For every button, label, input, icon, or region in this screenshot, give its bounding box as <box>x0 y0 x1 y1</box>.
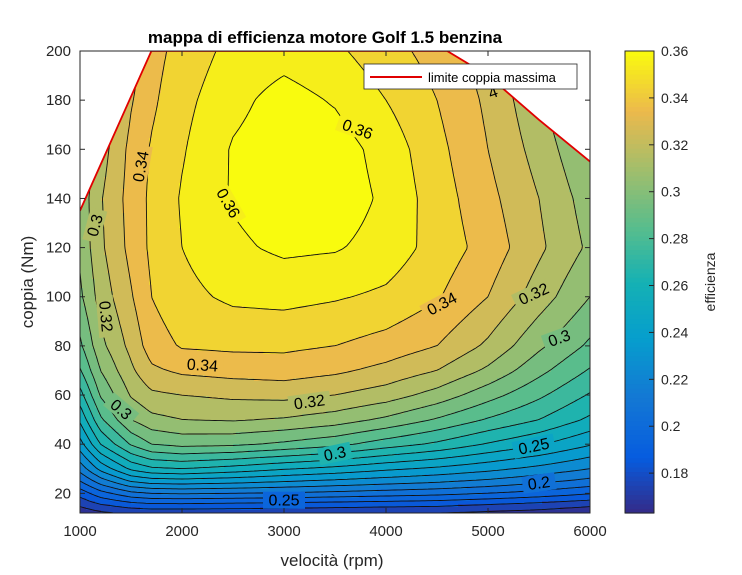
efficiency-map-figure: 0.360.360.340.30.340.320.3 0.320.30.250.3… <box>0 0 742 575</box>
